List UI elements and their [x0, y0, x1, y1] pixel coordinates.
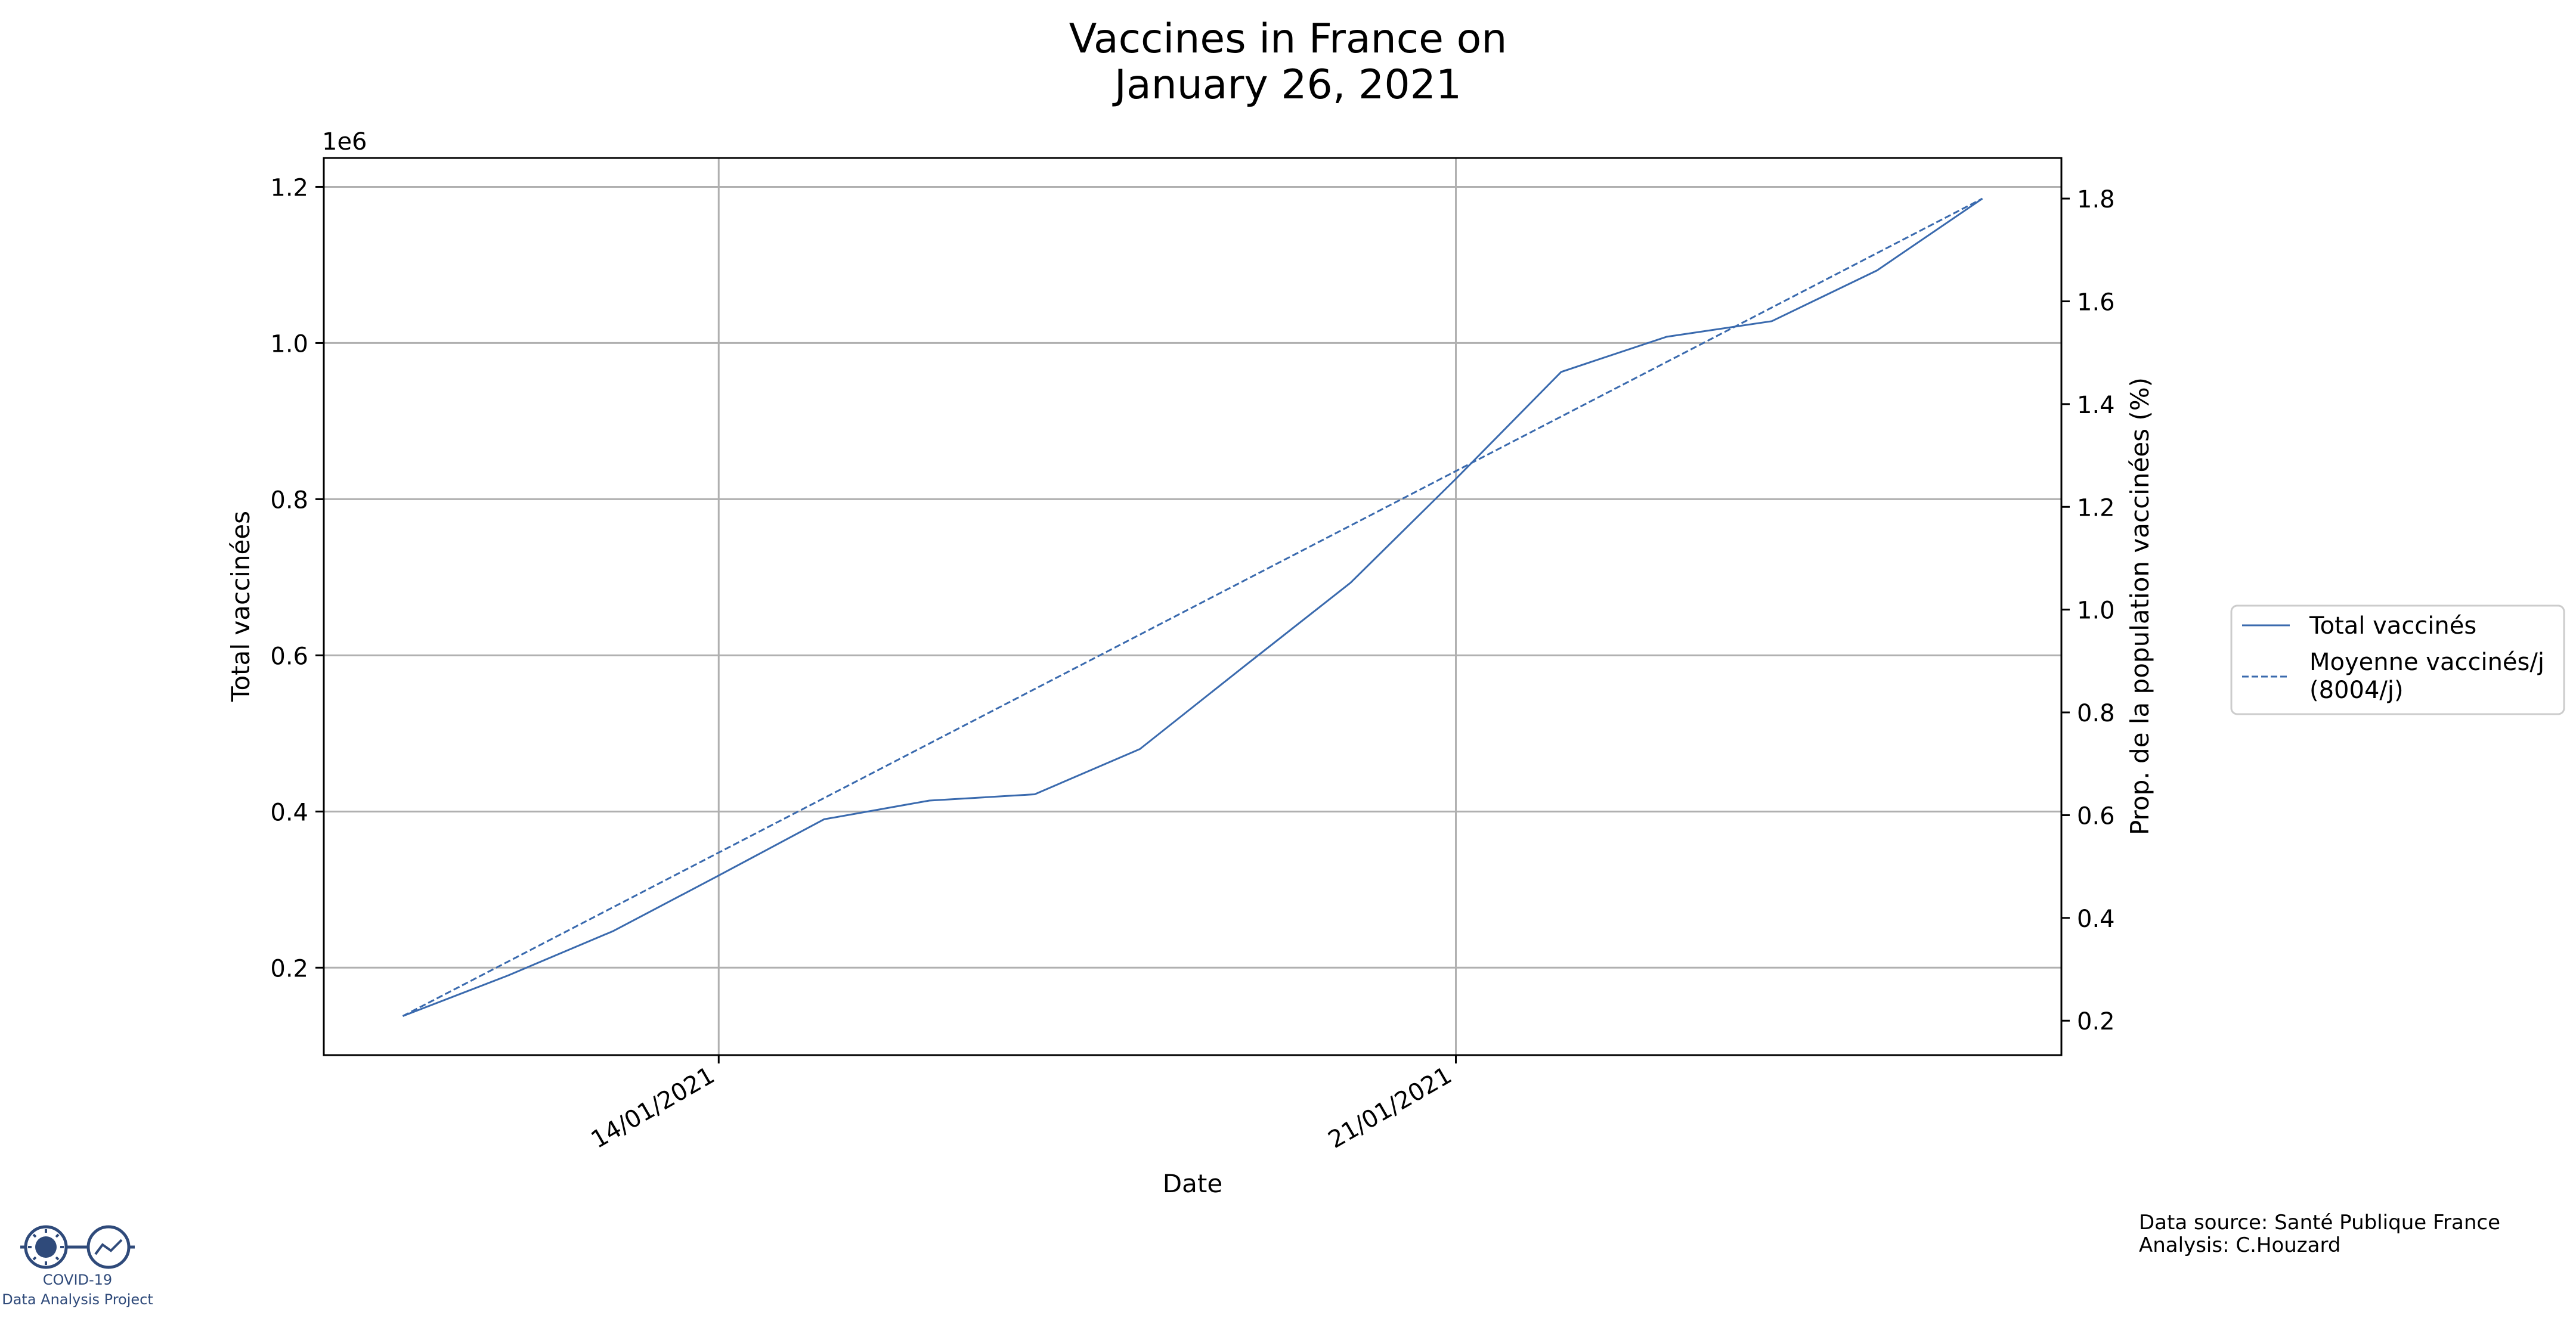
- x-tick-label: 14/01/2021: [587, 1062, 720, 1154]
- logo-trend-icon: [94, 1239, 123, 1255]
- legend: Total vaccinés Moyenne vaccinés/j (8004/…: [2230, 604, 2565, 715]
- y2-tick-label: 0.6: [2077, 802, 2115, 830]
- logo-virus-spikes-icon: [28, 1229, 64, 1265]
- logo-lens-left-icon: [24, 1225, 68, 1269]
- logo-lens-right-icon: [86, 1225, 131, 1269]
- legend-label-average-line2: (8004/j): [2309, 677, 2404, 704]
- y-tick-label: 0.8: [270, 486, 308, 514]
- x-axis-title: Date: [1163, 1169, 1222, 1198]
- y-tick-label: 0.6: [270, 643, 308, 670]
- y-tick-label: 0.4: [270, 799, 308, 826]
- legend-label-total: Total vaccinés: [2309, 612, 2476, 640]
- logo-text-line2: Data Analysis Project: [2, 1291, 153, 1308]
- y2-tick-label: 0.8: [2077, 700, 2115, 727]
- y2-tick-label: 1.0: [2077, 597, 2115, 625]
- analysis-annotation: Analysis: C.Houzard: [2139, 1233, 2340, 1257]
- y-tick-label: 1.0: [270, 330, 308, 358]
- y-offset-label: 1e6: [322, 128, 367, 156]
- series-line-total: [402, 197, 1983, 1017]
- y2-tick-label: 0.2: [2077, 1008, 2115, 1035]
- source-annotation: Data source: Santé Publique France: [2139, 1211, 2500, 1235]
- chart-subtitle: January 26, 2021: [1112, 61, 1462, 108]
- series-line-average: [402, 197, 1983, 1017]
- legend-label-average-line1: Moyenne vaccinés/j: [2309, 649, 2544, 676]
- y2-tick-label: 1.4: [2077, 392, 2115, 419]
- y2-tick-label: 1.8: [2077, 186, 2115, 213]
- chart-title: Vaccines in France on: [1069, 15, 1507, 63]
- axes: 0.2 0.4 0.6 0.8 1.0 1.2 0.2 0.4 0.6 0.8 1.0 1.2 1.4 1…: [270, 174, 2114, 1153]
- y2-tick-label: 1.6: [2077, 289, 2115, 316]
- y2-tick-label: 1.2: [2077, 494, 2115, 522]
- grid: [324, 158, 2061, 1055]
- x-tick-label: 21/01/2021: [1324, 1062, 1457, 1154]
- y-axis-title: Total vaccinées: [226, 511, 255, 702]
- y2-tick-label: 0.4: [2077, 905, 2115, 933]
- legend-box: [2230, 604, 2565, 715]
- y-tick-label: 1.2: [270, 174, 308, 201]
- logo-text-line1: COVID-19: [43, 1272, 112, 1288]
- y-tick-label: 0.2: [270, 955, 308, 982]
- y2-axis-title: Prop. de la population vaccinées (%): [2125, 377, 2154, 835]
- plot-frame: [323, 157, 2063, 1056]
- covid-logo: COVID-19 Data Analysis Project: [2, 1225, 153, 1308]
- logo-virus-icon: [35, 1236, 57, 1258]
- series-group: [402, 197, 1983, 1017]
